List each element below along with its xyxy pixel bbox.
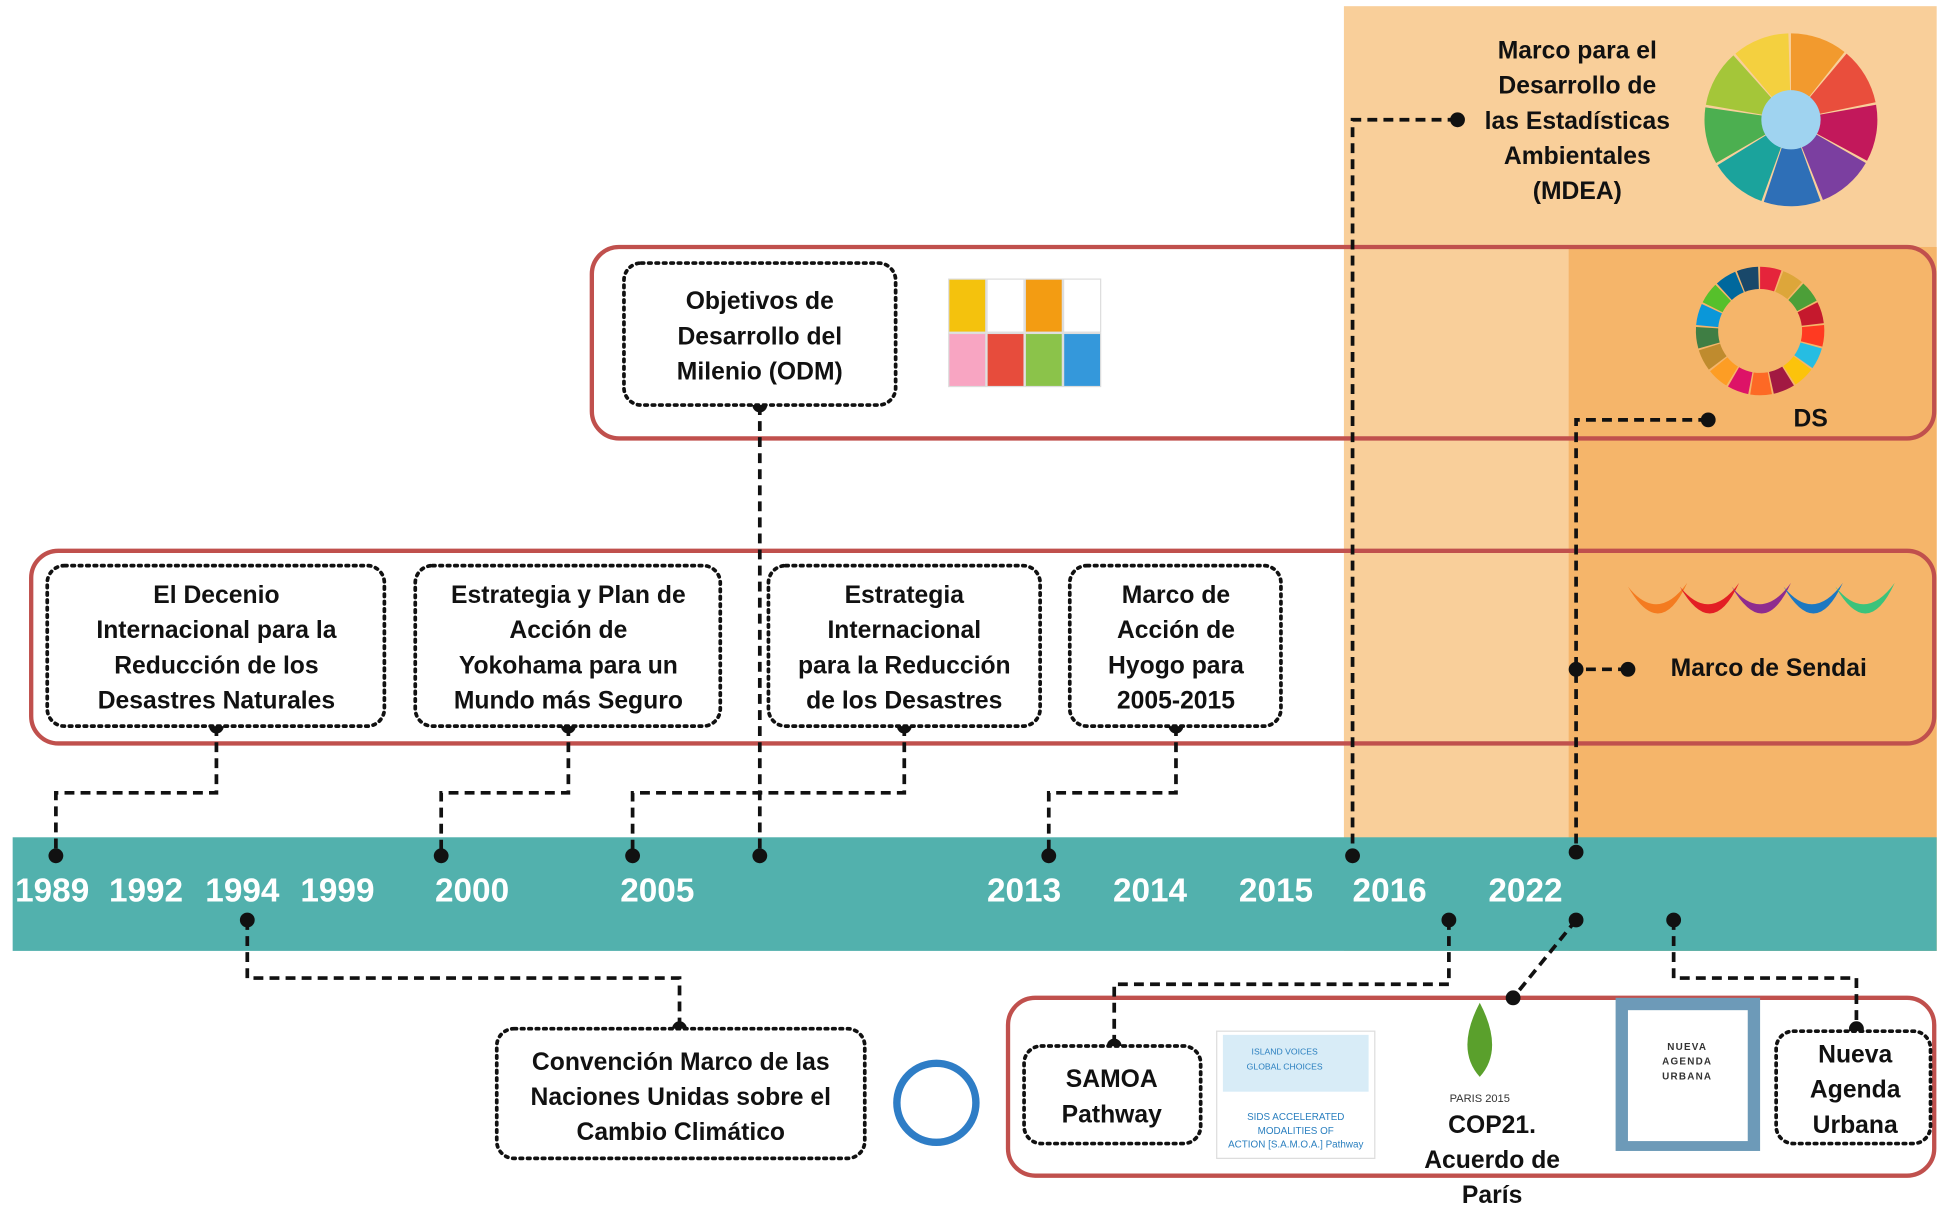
connector-dot [1441, 913, 1456, 928]
node-label: 2005-2015 [1117, 688, 1235, 715]
connector-dot [434, 848, 449, 863]
connector-dot [1345, 848, 1360, 863]
connector-dot [1041, 848, 1056, 863]
node-label: Naciones Unidas sobre el [531, 1084, 831, 1111]
connector-dot [48, 848, 63, 863]
node-label: Desarrollo de [1498, 73, 1656, 100]
year-label: 1999 [300, 873, 374, 910]
node-label: Estrategia y Plan de [451, 582, 686, 609]
connector-dot [1569, 845, 1584, 860]
year-label: 2005 [620, 873, 694, 910]
node-label: de los Desastres [806, 688, 1002, 715]
node-label: las Estadísticas [1485, 108, 1670, 135]
urbana-text: URBANA [1662, 1071, 1712, 1082]
node-label: Estrategia [845, 582, 965, 609]
node-label: Agenda [1810, 1077, 1901, 1104]
samoa-text: ISLAND VOICES [1252, 1046, 1318, 1056]
node-label: para la Reducción [798, 652, 1011, 679]
connector-dot [752, 848, 767, 863]
year-label: 2000 [435, 873, 509, 910]
node-label: Hyogo para [1108, 652, 1244, 679]
node-label: Nueva [1818, 1041, 1892, 1068]
node-label: Desastres Naturales [98, 688, 335, 715]
connector-dot [625, 848, 640, 863]
node-label: Reducción de los [114, 652, 318, 679]
connector-dot [240, 913, 255, 928]
node-label: Acción de [509, 617, 627, 644]
year-label: 2013 [987, 873, 1061, 910]
node-label: Ambientales [1504, 143, 1651, 170]
odm-icon [949, 279, 986, 332]
node-label: Marco de Sendai [1671, 655, 1867, 682]
connector-dot [1569, 662, 1584, 677]
node-label: (MDEA) [1533, 178, 1622, 205]
year-label: 1992 [109, 873, 183, 910]
samoa-text: SIDS ACCELERATED [1247, 1112, 1344, 1123]
node-label: Acuerdo de [1424, 1147, 1560, 1174]
urbana-text: NUEVA [1667, 1042, 1707, 1053]
connector-dot [1506, 990, 1521, 1005]
node-label: Convención Marco de las [532, 1049, 830, 1076]
node-label: Yokohama para un [459, 652, 678, 679]
year-label: 2014 [1113, 873, 1188, 910]
year-label: 2015 [1239, 873, 1313, 910]
node-label: Internacional [827, 617, 981, 644]
odm-icon [1064, 279, 1101, 332]
node-label: COP21. [1448, 1112, 1536, 1139]
samoa-text: GLOBAL CHOICES [1247, 1061, 1323, 1071]
connector-dot [1621, 662, 1636, 677]
node-label: Desarrollo del [677, 323, 842, 350]
urbana-text: AGENDA [1662, 1057, 1712, 1068]
node-label: El Decenio [153, 582, 279, 609]
connector-dot [1569, 913, 1584, 928]
node-label: Marco para el [1498, 37, 1657, 64]
node-label: Acción de [1117, 617, 1235, 644]
connector-dot [1701, 412, 1716, 427]
node-label: París [1462, 1182, 1522, 1209]
node-label: Mundo más Seguro [454, 688, 683, 715]
node-label: Objetivos de [686, 288, 834, 315]
node-label: Internacional para la [96, 617, 336, 644]
node-label: Pathway [1062, 1101, 1162, 1128]
samoa-text: MODALITIES OF [1258, 1126, 1334, 1137]
year-label: 1994 [205, 873, 280, 910]
node-label: Milenio (ODM) [677, 358, 843, 385]
node-label: Cambio Climático [577, 1119, 786, 1146]
node-label: Urbana [1813, 1112, 1898, 1139]
timeline-diagram: ISLAND VOICES GLOBAL CHOICES SIDS ACCELERA… [0, 0, 1937, 1209]
year-label: 2016 [1353, 873, 1427, 910]
odm-icon [1064, 333, 1101, 386]
paris-leaf [1467, 1003, 1492, 1077]
year-label: 1989 [15, 873, 89, 910]
connector-dot [1666, 913, 1681, 928]
odm-icon [1025, 333, 1062, 386]
year-label: 2022 [1488, 873, 1562, 910]
odm-icon [949, 333, 986, 386]
samoa-text: ACTION [S.A.M.O.A.] Pathway [1228, 1139, 1363, 1150]
node-box [1024, 1046, 1201, 1144]
logo-center [1761, 90, 1820, 149]
odm-icon [987, 279, 1024, 332]
node-label: Marco de [1122, 582, 1230, 609]
odm-icon [1025, 279, 1062, 332]
node-label: SAMOA [1066, 1066, 1158, 1093]
paris-text: PARIS 2015 [1450, 1093, 1510, 1105]
odm-icon [987, 333, 1024, 386]
unfccc-logo [897, 1063, 976, 1142]
node-label: DS [1794, 405, 1828, 432]
connector-dot [1450, 112, 1465, 127]
